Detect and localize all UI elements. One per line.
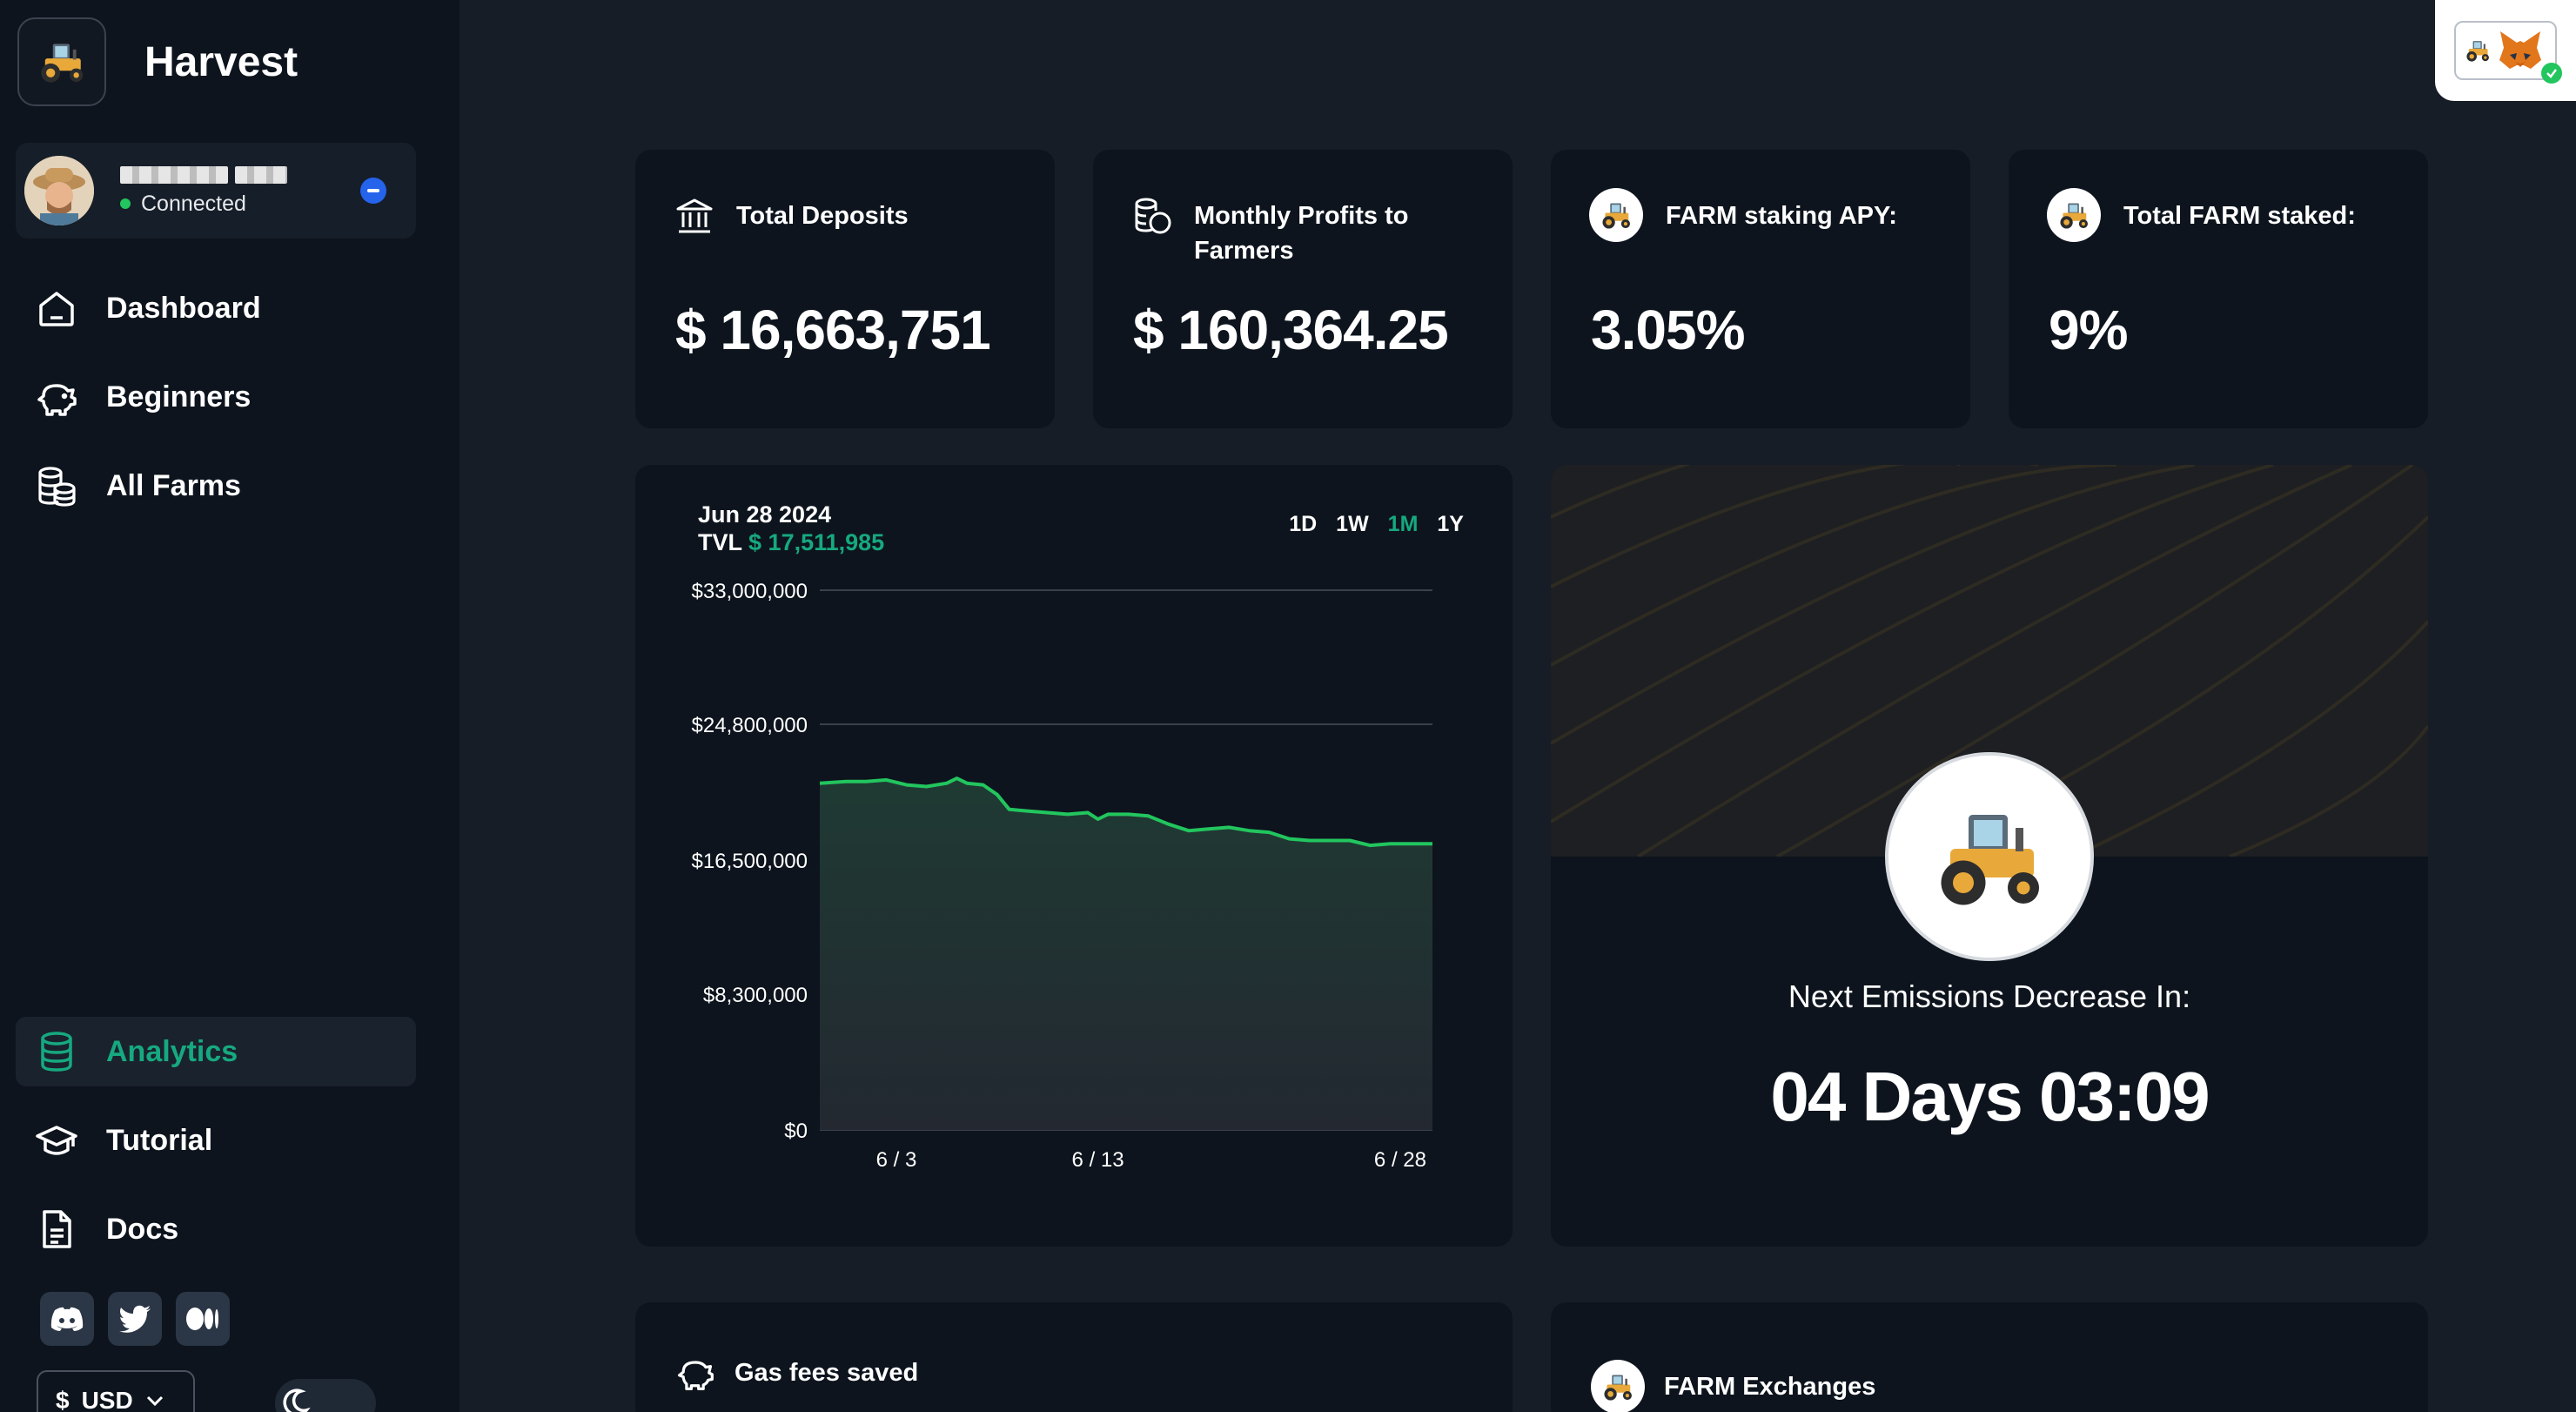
stat-card-farm-staking-apy: FARM staking APY: 3.05% [1551,150,1970,428]
emissions-banner [1551,465,2428,858]
database-icon [41,1032,72,1072]
card-title: FARM Exchanges [1664,1372,1876,1401]
nav-label: Beginners [106,380,252,414]
emissions-card: Next Emissions Decrease In: 04 Days 03:0… [1551,465,2428,1247]
nav-item-beginners[interactable]: Beginners [16,362,416,432]
range-1m[interactable]: 1M [1387,512,1419,536]
tvl-chart[interactable]: $33,000,000 $24,800,000 $16,500,000 $8,300,… [635,465,1513,1247]
farm-exchanges-card: FARM Exchanges [1551,1302,2428,1412]
tvl-label: TVL [698,529,742,555]
stat-label: Total Deposits [736,202,909,230]
tractor-icon [1591,1360,1645,1412]
stat-value: 9% [2049,299,2128,361]
discord-icon[interactable] [40,1292,94,1346]
nav-item-docs[interactable]: Docs [16,1194,416,1264]
check-icon [2541,63,2562,84]
y-tick-label: $33,000,000 [692,580,808,603]
tvl-line [819,777,1432,848]
twitter-icon[interactable] [108,1292,162,1346]
piggy-bank-icon [677,1361,714,1391]
tractor-icon [2047,188,2101,242]
tractor-icon [1885,752,2094,961]
tractor-icon [2463,38,2492,63]
y-tick-label: $24,800,000 [692,714,808,737]
y-tick-label: $8,300,000 [703,984,808,1007]
harvest-logo-icon [17,17,106,106]
medium-icon[interactable] [176,1292,230,1346]
document-icon [43,1210,71,1248]
metamask-fox-icon [2499,31,2541,69]
bank-icon [676,198,713,233]
nav-label: Analytics [106,1034,238,1068]
theme-toggle[interactable] [275,1379,376,1412]
stat-card-total-farm-staked: Total FARM staked: 9% [2009,150,2428,428]
house-icon [39,292,74,326]
chart-tvl: TVL $ 17,511,985 [698,529,884,556]
brand[interactable]: Harvest [17,17,298,106]
gas-fees-card: Gas fees saved [635,1302,1513,1412]
wallet-address-masked [120,165,287,185]
emissions-countdown: 04 Days 03:09 [1770,1058,2210,1135]
coins-icon [1135,198,1171,234]
stat-label: FARM staking APY: [1666,202,1897,230]
range-1d[interactable]: 1D [1289,512,1318,536]
disconnect-button[interactable] [360,178,386,204]
brand-name: Harvest [144,38,299,85]
wallet-card[interactable]: Connected [16,143,416,239]
card-title: Gas fees saved [735,1358,919,1387]
nav-item-dashboard[interactable]: Dashboard [16,273,416,343]
nav-item-tutorial[interactable]: Tutorial [16,1106,416,1175]
range-selector: 1D 1W 1M 1Y [1289,512,1464,537]
nav-label: Tutorial [106,1123,213,1157]
coins-icon [38,467,76,507]
x-tick-label: 6 / 28 [1374,1148,1426,1172]
stat-value: 3.05% [1591,299,1745,361]
stat-label: Monthly Profits to Farmers [1194,202,1409,265]
wallet-connect-button[interactable] [2435,0,2576,101]
sidebar: Harvest Connected [0,0,460,1412]
stat-card-total-deposits: Total Deposits $ 16,663,751 [635,150,1055,428]
nav-label: Dashboard [106,291,261,325]
tvl-value: $ 17,511,985 [748,529,885,555]
tvl-area [820,778,1432,1130]
tractor-icon [1589,188,1643,242]
status-dot-icon [120,198,131,209]
tvl-chart-card: $33,000,000 $24,800,000 $16,500,000 $8,300,… [635,465,1513,1247]
social-links [40,1292,230,1346]
currency-symbol: $ [56,1387,70,1412]
range-1w[interactable]: 1W [1336,512,1369,536]
secondary-nav: Analytics Tutorial Docs [16,1017,416,1283]
piggy-bank-icon [37,384,77,416]
stat-label: Total FARM staked: [2123,202,2356,230]
graduation-cap-icon [36,1126,77,1155]
nav-item-all-farms[interactable]: All Farms [16,451,416,521]
x-tick-label: 6 / 3 [876,1148,917,1172]
emissions-label: Next Emissions Decrease In: [1788,978,2191,1014]
stat-value: $ 160,364.25 [1133,299,1449,361]
chevron-down-icon [146,1395,163,1407]
nav-item-analytics[interactable]: Analytics [16,1017,416,1086]
connection-status-label: Connected [141,191,246,216]
range-1y[interactable]: 1Y [1437,512,1464,536]
avatar [24,156,94,225]
y-tick-label: $16,500,000 [692,850,808,873]
nav-label: All Farms [106,468,241,502]
currency-selector[interactable]: $ USD [37,1370,195,1412]
connection-status: Connected [120,192,287,217]
y-tick-label: $0 [784,1120,808,1143]
nav-label: Docs [106,1212,179,1246]
main-nav: Dashboard Beginners All Farms [16,273,416,540]
x-tick-label: 6 / 13 [1072,1148,1124,1172]
stat-card-monthly-profits: Monthly Profits to Farmers $ 160,364.25 [1093,150,1513,428]
stat-value: $ 16,663,751 [675,299,991,361]
moon-icon [280,1384,319,1412]
chart-date: Jun 28 2024 [698,501,832,528]
currency-code: USD [81,1387,133,1412]
